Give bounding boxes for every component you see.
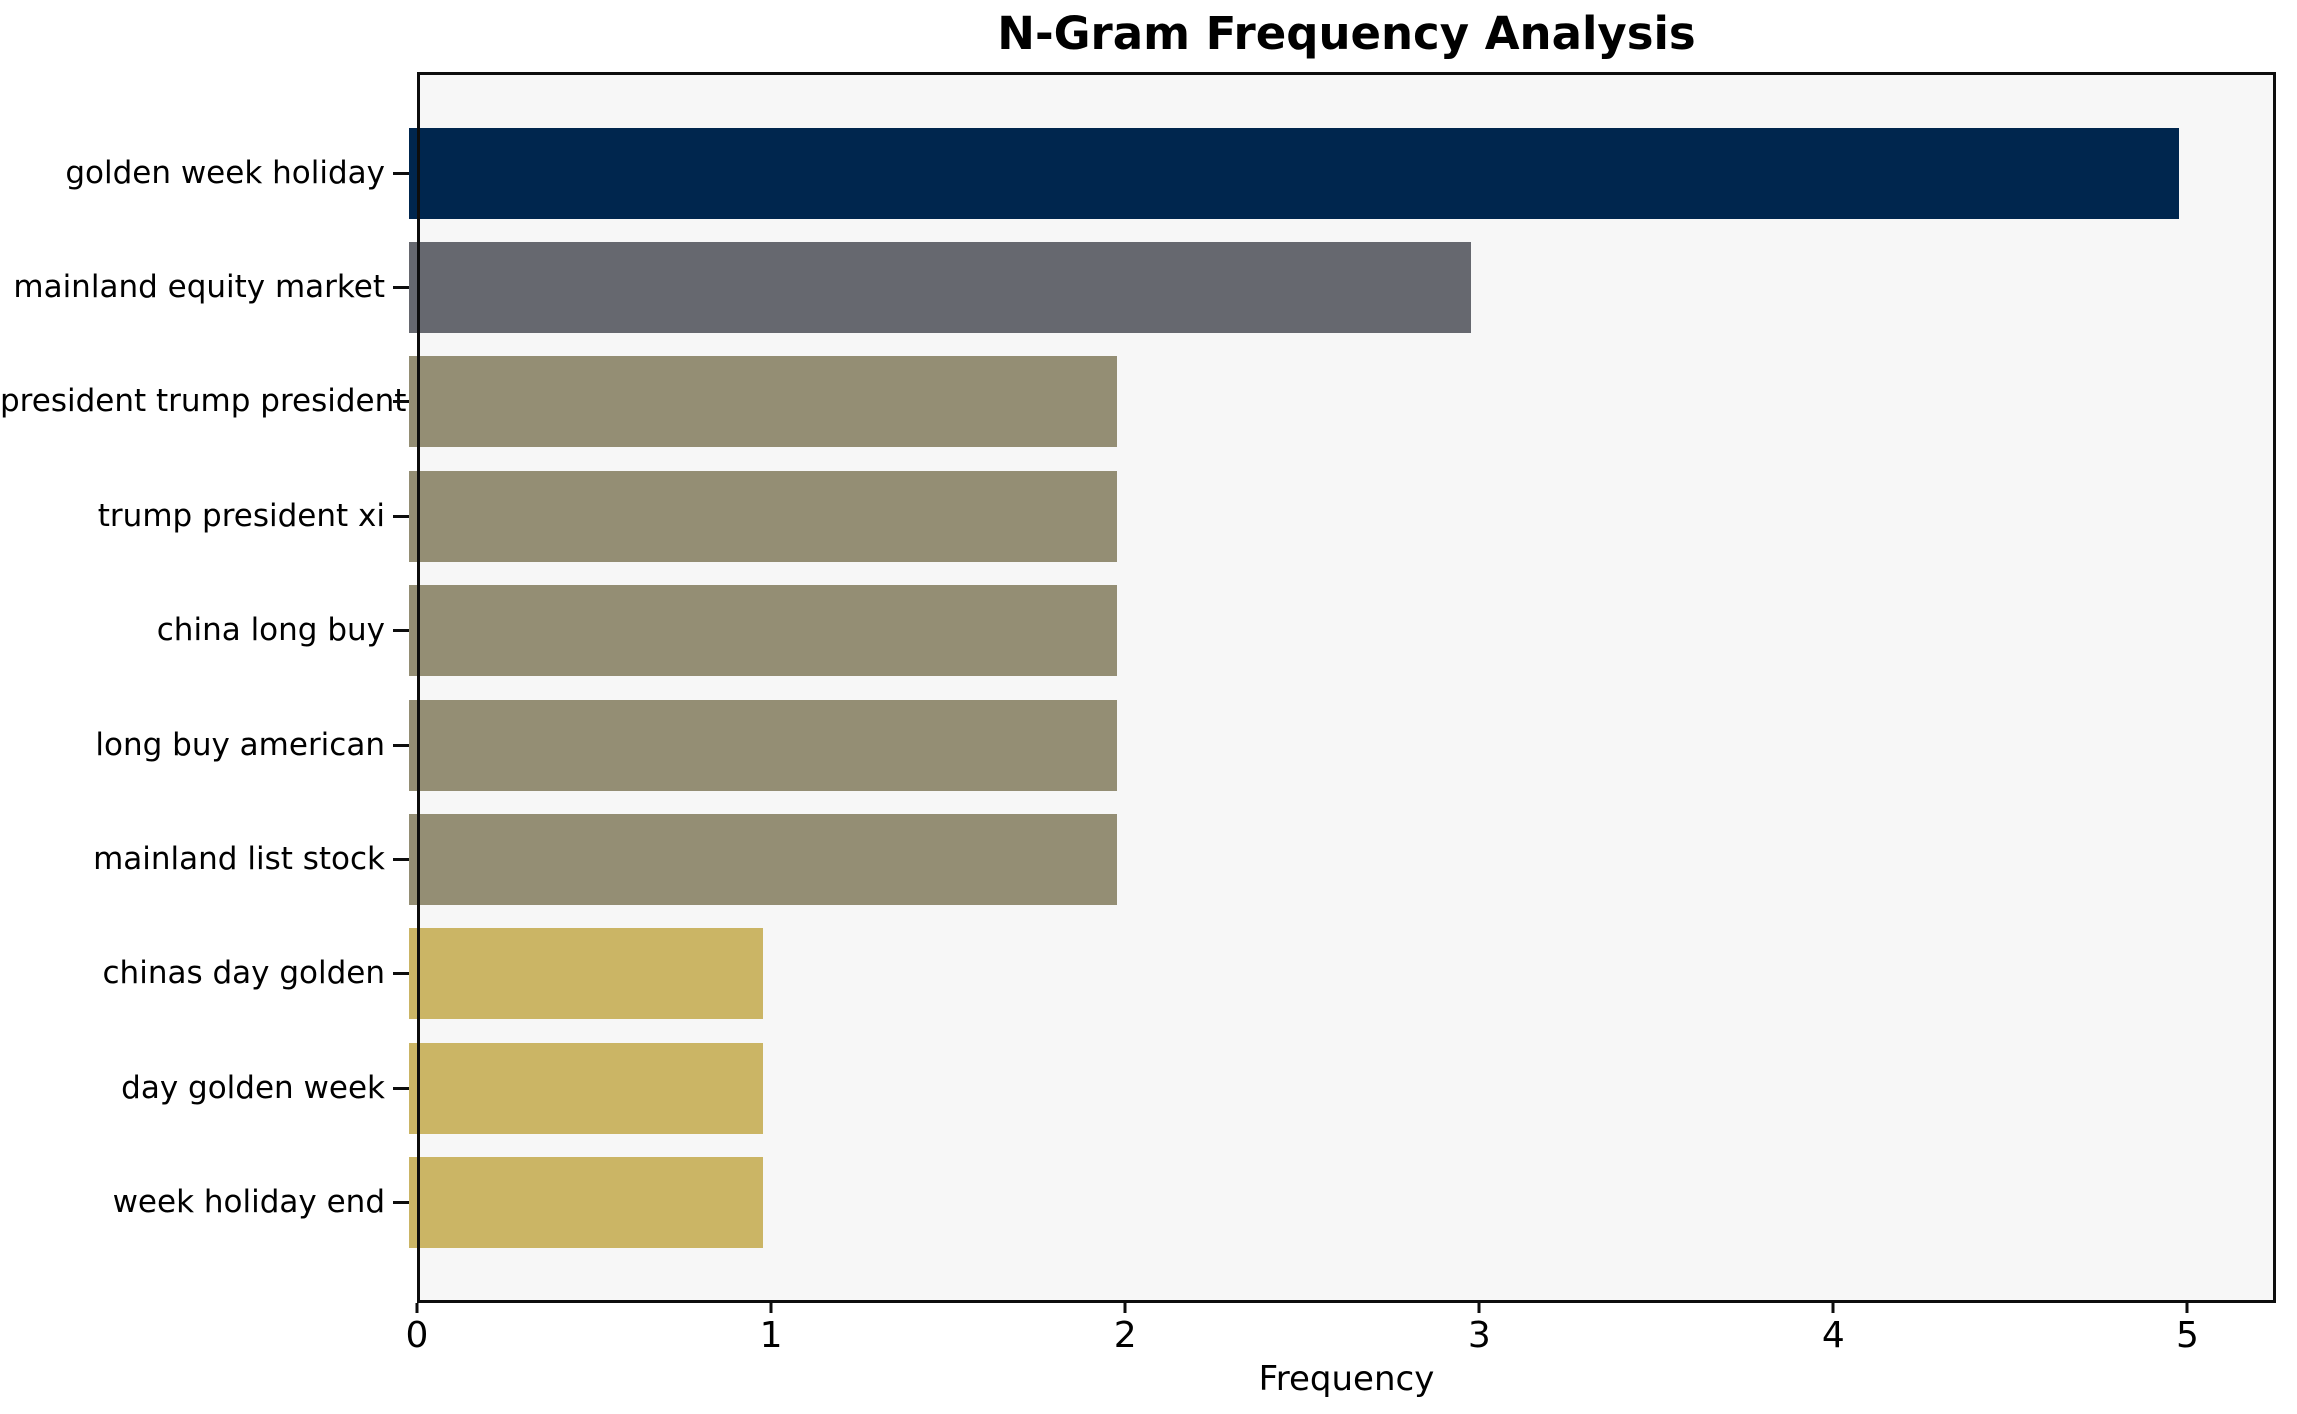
frequency-bar	[409, 356, 1118, 448]
y-tick-mark	[393, 972, 409, 976]
x-tick-label: 4	[1821, 1315, 1845, 1356]
x-tick-mark	[1123, 1303, 1127, 1313]
frequency-bar	[409, 127, 2180, 219]
bar-row: mainland list stock	[0, 802, 2276, 916]
bar-row: china long buy	[0, 574, 2276, 688]
bar-row: long buy american	[0, 688, 2276, 802]
frequency-bar	[409, 699, 1118, 791]
bar-row: day golden week	[0, 1031, 2276, 1145]
x-tick-mark	[1477, 1303, 1481, 1313]
y-tick-mark	[393, 400, 409, 404]
bar-row: president trump president	[0, 345, 2276, 459]
x-axis-title: Frequency	[1258, 1359, 1435, 1399]
bar-row: mainland equity market	[0, 230, 2276, 344]
y-tick-mark	[393, 286, 409, 290]
category-label: week holiday end	[112, 1184, 385, 1221]
bar-row: trump president xi	[0, 459, 2276, 573]
chart-title: N-Gram Frequency Analysis	[997, 7, 1696, 60]
category-label: president trump president	[0, 383, 407, 420]
y-tick-mark	[393, 1086, 409, 1090]
y-tick-mark	[393, 171, 409, 175]
bar-row: week holiday end	[0, 1146, 2276, 1260]
frequency-bar	[409, 470, 1118, 562]
x-tick-label: 5	[2176, 1315, 2199, 1356]
category-label: mainland list stock	[93, 841, 385, 878]
frequency-bar	[409, 928, 764, 1020]
bar-row: golden week holiday	[0, 116, 2276, 230]
x-tick-label: 1	[759, 1315, 783, 1356]
category-label: china long buy	[156, 612, 385, 649]
x-tick-mark	[2185, 1303, 2189, 1313]
x-tick-mark	[415, 1303, 419, 1313]
category-label: golden week holiday	[65, 154, 385, 191]
x-tick-label: 0	[405, 1315, 429, 1356]
bar-row: chinas day golden	[0, 917, 2276, 1031]
y-tick-mark	[393, 743, 409, 747]
frequency-bar	[409, 242, 1472, 334]
category-label: long buy american	[95, 726, 385, 763]
y-tick-mark	[393, 858, 409, 862]
x-tick-label: 2	[1113, 1315, 1137, 1356]
bar-rows: golden week holiday mainland equity marke…	[0, 72, 2297, 1303]
category-label: day golden week	[121, 1069, 385, 1106]
category-label: chinas day golden	[102, 955, 385, 992]
x-axis: 0 1 2 3 4 5	[406, 1303, 2276, 1403]
x-tick-mark	[769, 1303, 773, 1313]
frequency-bar	[409, 1157, 764, 1249]
x-tick-mark	[1831, 1303, 1835, 1313]
category-label: trump president xi	[97, 497, 385, 534]
frequency-bar	[409, 814, 1118, 906]
y-tick-mark	[393, 629, 409, 633]
x-tick-label: 3	[1467, 1315, 1491, 1356]
y-tick-mark	[393, 514, 409, 518]
frequency-bar	[409, 585, 1118, 677]
y-tick-mark	[393, 1201, 409, 1205]
category-label: mainland equity market	[13, 269, 385, 306]
frequency-bar	[409, 1042, 764, 1134]
